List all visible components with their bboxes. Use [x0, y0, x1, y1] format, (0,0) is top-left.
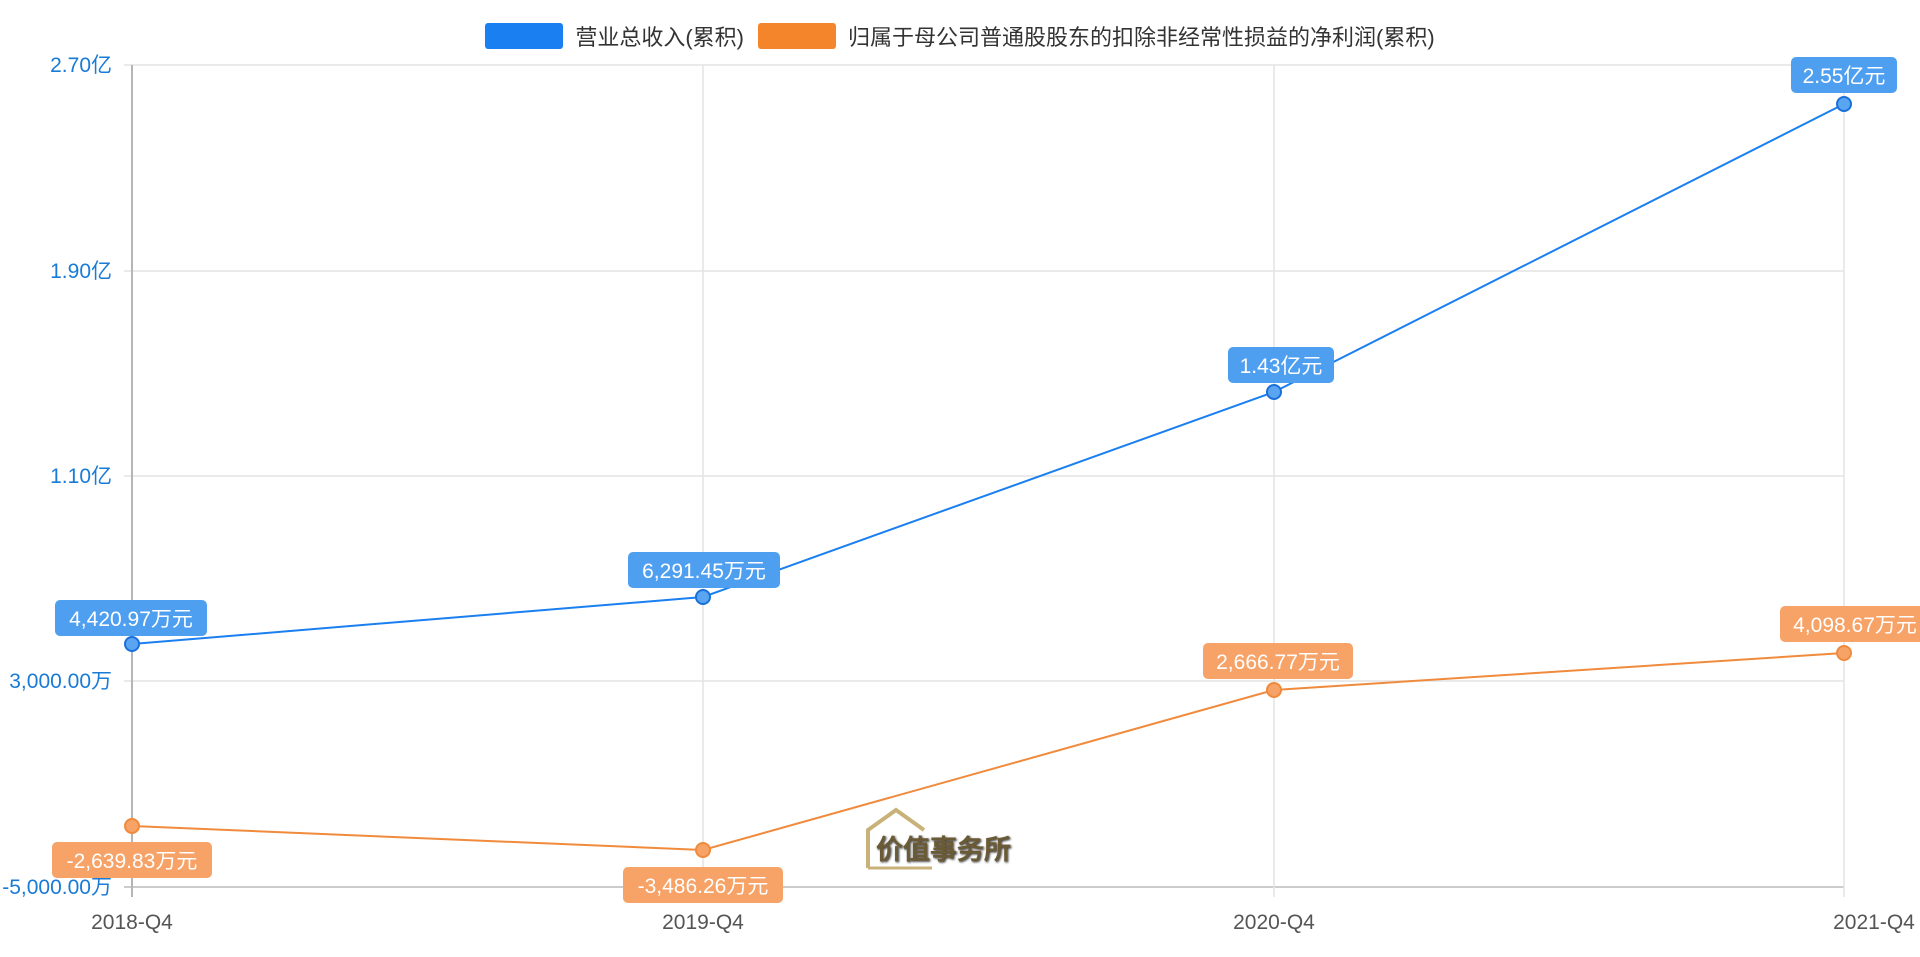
- watermark-text: 价值事务所: [876, 835, 1011, 866]
- y-tick: 1.90亿: [50, 260, 112, 283]
- data-point[interactable]: [124, 636, 140, 652]
- x-tick: 2018-Q4: [91, 911, 173, 934]
- data-point[interactable]: [1836, 96, 1852, 112]
- grid-vertical: [702, 65, 1845, 897]
- y-tick: 3,000.00万: [9, 670, 112, 693]
- data-label: 4,098.67万元: [1793, 614, 1917, 637]
- revenue-data-labels: 4,420.97万元 6,291.45万元 1.43亿元 2.55亿元: [55, 57, 1897, 636]
- y-tick: 2.70亿: [50, 54, 112, 77]
- data-point[interactable]: [1266, 682, 1282, 698]
- legend-label-net-profit: 归属于母公司普通股股东的扣除非经常性损益的净利润(累积): [848, 25, 1435, 50]
- data-point[interactable]: [1836, 645, 1852, 661]
- legend-item-net-profit[interactable]: 归属于母公司普通股股东的扣除非经常性损益的净利润(累积): [758, 20, 1435, 52]
- x-tick: 2020-Q4: [1233, 911, 1315, 934]
- series-revenue-line: [131, 103, 1845, 645]
- data-label: 1.43亿元: [1240, 355, 1323, 378]
- data-label: 6,291.45万元: [642, 560, 766, 583]
- x-tick: 2019-Q4: [662, 911, 744, 934]
- data-label: 2,666.77万元: [1216, 651, 1340, 674]
- x-tick: 2021-Q4: [1833, 911, 1915, 934]
- grid-horizontal: [124, 64, 1844, 682]
- series-net-profit-line: [131, 652, 1845, 852]
- net-profit-data-labels: -2,639.83万元 -3,486.26万元 2,666.77万元 4,098…: [52, 606, 1920, 903]
- data-point[interactable]: [124, 818, 140, 834]
- legend: 营业总收入(累积) 归属于母公司普通股股东的扣除非经常性损益的净利润(累积): [0, 20, 1920, 52]
- legend-swatch-revenue: [485, 23, 564, 49]
- house-icon: [866, 807, 932, 870]
- series-revenue-points: [124, 96, 1852, 652]
- series-net-profit-points: [124, 645, 1852, 858]
- y-axis-ticks: 2.70亿 1.90亿 1.10亿 3,000.00万 -5,000.00万: [2, 54, 112, 899]
- legend-swatch-net-profit: [758, 23, 836, 49]
- data-label: 4,420.97万元: [69, 608, 193, 631]
- legend-label-revenue: 营业总收入(累积): [575, 25, 744, 50]
- data-point[interactable]: [695, 589, 711, 605]
- x-axis-ticks: 2018-Q4 2019-Q4 2020-Q4 2021-Q4: [91, 911, 1915, 934]
- data-label: 2.55亿元: [1803, 65, 1886, 88]
- y-tick: -5,000.00万: [2, 876, 112, 899]
- y-tick: 1.10亿: [50, 465, 112, 488]
- data-point[interactable]: [1266, 384, 1282, 400]
- data-label: -3,486.26万元: [638, 875, 769, 898]
- legend-item-revenue[interactable]: 营业总收入(累积): [485, 20, 744, 52]
- watermark-logo: 价值事务所: [862, 806, 1012, 872]
- data-label: -2,639.83万元: [67, 850, 198, 873]
- data-point[interactable]: [695, 842, 711, 858]
